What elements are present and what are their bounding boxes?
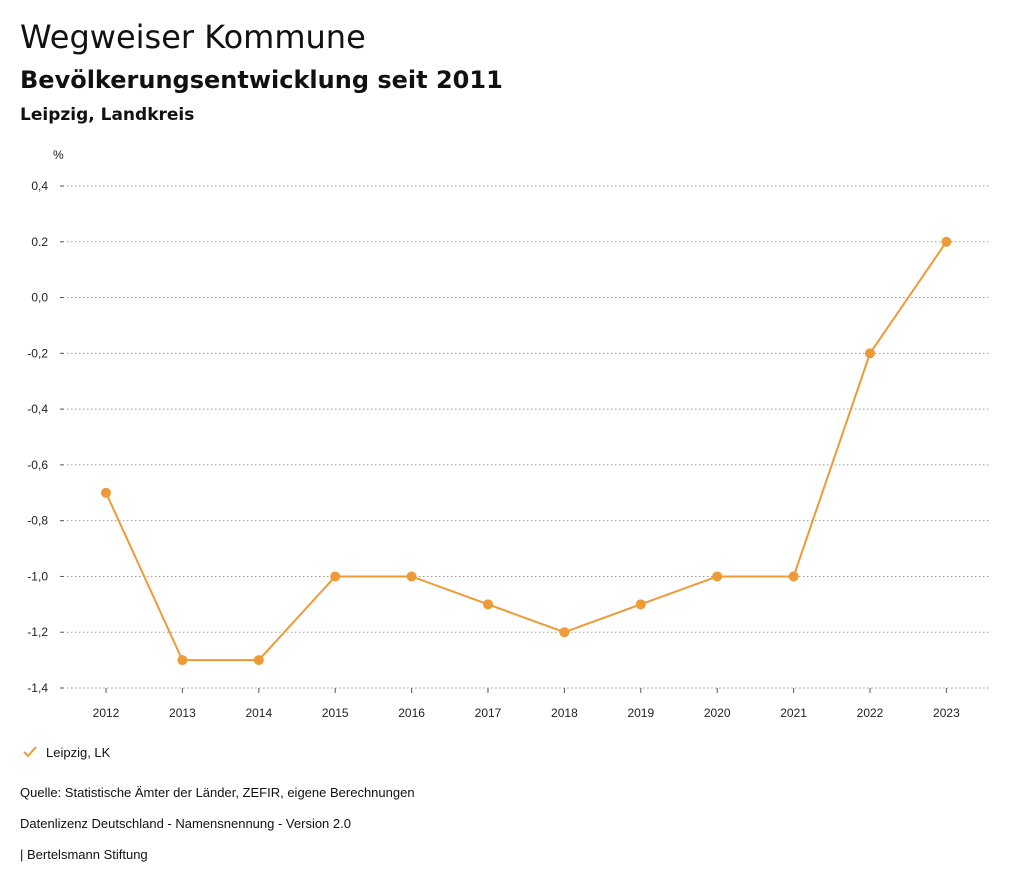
x-axis-ticks: 2012 2013 2014 2015 2016 2017 2018 2019 2020 2021… [93,688,960,720]
data-point [253,655,264,666]
data-point [330,571,341,582]
x-tick-label: 2017 [475,706,502,720]
legend-label: Leipzig, LK [46,744,111,760]
data-point [865,348,875,359]
series-layer [101,236,952,666]
x-tick-label: 2023 [933,706,960,720]
source-text: Quelle: Statistische Ämter der Länder, Z… [20,785,415,800]
data-point [177,655,188,666]
y-axis-ticks: 0,4 0.2 0,0 -0,2 -0,4 -0,6 -0,8 -1,0 -1,2 -1,4 [27,179,64,695]
y-tick-label: -0,4 [27,402,48,416]
line-chart: % 0,40.20,0-0,2-0,4-0,6-0,8-1,0-1,2-1,4 … [27,148,990,720]
y-axis-label: % [53,148,64,162]
data-point [406,571,417,582]
x-tick-label: 2012 [93,706,120,720]
y-tick-label: 0.2 [31,235,48,249]
y-tick-label: -0,2 [27,346,48,360]
y-tick-label: 0,0 [31,291,48,305]
x-tick-label: 2015 [322,706,349,720]
x-tick-label: 2020 [704,706,731,720]
x-tick-label: 2018 [551,706,578,720]
page-title: Wegweiser Kommune [20,18,366,56]
y-tick-label: -1,2 [27,625,48,639]
data-point [712,571,723,582]
y-tick-label: 0,4 [31,179,48,193]
x-tick-label: 2016 [398,706,425,720]
check-icon [23,746,37,758]
x-tick-label: 2019 [627,706,654,720]
series-line [105,241,948,662]
legend[interactable]: Leipzig, LK [22,744,110,760]
data-point [635,599,646,610]
data-point [559,627,570,638]
data-point [941,236,952,247]
y-tick-label: -0,6 [27,458,48,472]
chart-subtitle: Bevölkerungsentwicklung seit 2011 [20,66,503,94]
publisher-text: | Bertelsmann Stiftung [20,847,148,862]
x-tick-label: 2013 [169,706,196,720]
data-point [483,599,493,610]
license-text: Datenlizenz Deutschland - Namensnennung … [20,816,351,831]
x-tick-label: 2021 [780,706,807,720]
y-tick-label: -1,0 [27,569,48,583]
x-tick-label: 2022 [857,706,884,720]
grid-layer [67,185,990,689]
data-point [101,487,111,498]
x-tick-label: 2014 [245,706,272,720]
y-tick-label: -1,4 [27,681,48,695]
y-tick-label: -0,8 [27,514,48,528]
region-label: Leipzig, Landkreis [20,105,195,125]
data-point [788,571,799,582]
